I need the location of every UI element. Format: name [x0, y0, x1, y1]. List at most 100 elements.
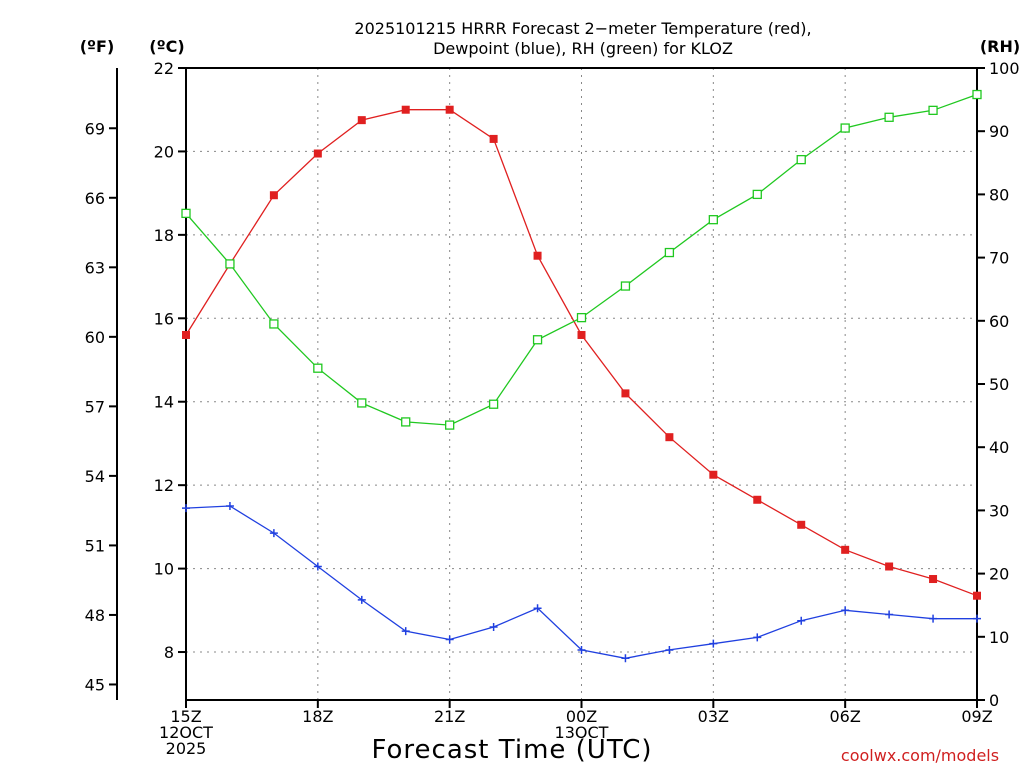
series-dewpoint-point-8	[533, 604, 542, 613]
series-dewpoint-point-2	[269, 529, 278, 538]
data-series	[181, 89, 982, 663]
series-rh-point-17	[928, 105, 938, 115]
series-rh-point-4	[357, 398, 367, 408]
x-axis-title: Forecast Time (UTC)	[371, 735, 652, 765]
x-tick-label-4-line-0: 03Z	[698, 707, 729, 726]
series-rh-point-16	[884, 112, 894, 122]
series-rh-point-3	[313, 363, 323, 373]
series-rh-point-14	[796, 154, 806, 165]
series-temperature-point-9	[577, 330, 586, 339]
rh-tick-label-80: 80	[989, 185, 1009, 204]
series-rh-point-0	[181, 208, 191, 219]
series-temperature-point-10	[621, 389, 630, 398]
celsius-tick-label-14: 14	[154, 393, 174, 412]
x-tick-label-2-line-0: 21Z	[434, 707, 465, 726]
x-tick-label-0-line-1: 12OCT	[159, 723, 213, 742]
celsius-tick-label-16: 16	[154, 309, 174, 328]
celsius-tick-label-20: 20	[154, 142, 174, 161]
celsius-unit-label: (ºC)	[149, 37, 184, 56]
grid-lines	[186, 68, 977, 700]
rh-tick-label-70: 70	[989, 249, 1009, 268]
series-rh-point-1	[225, 259, 235, 269]
series-temperature-point-7	[489, 134, 498, 143]
series-dewpoint-point-11	[665, 645, 674, 654]
series-dewpoint-point-0	[182, 504, 190, 513]
series-temperature-point-12	[709, 470, 718, 479]
series-rh-point-11	[664, 247, 675, 258]
series-dewpoint-point-5	[401, 627, 410, 636]
fahrenheit-tick-label-60: 60	[85, 328, 105, 347]
series-temperature-point-6	[445, 105, 454, 114]
x-tick-label-2: 21Z	[434, 707, 465, 726]
celsius-tick-label-12: 12	[154, 476, 174, 495]
series-dewpoint-point-1	[225, 502, 234, 511]
rh-tick-label-10: 10	[989, 628, 1009, 647]
fahrenheit-tick-label-63: 63	[85, 258, 105, 277]
series-rh-point-8	[532, 335, 543, 345]
x-tick-label-3-line-0: 00Z	[566, 707, 597, 726]
series-temperature-point-0	[182, 330, 190, 339]
x-tick-label-1-line-0: 18Z	[302, 707, 333, 726]
series-rh-point-9	[576, 312, 587, 323]
fahrenheit-tick-label-51: 51	[85, 536, 105, 555]
celsius-tick-label-10: 10	[154, 560, 174, 579]
fahrenheit-tick-label-48: 48	[85, 606, 105, 625]
series-dewpoint-point-3	[313, 562, 322, 571]
rh-tick-label-100: 100	[989, 59, 1020, 78]
series-rh-point-10	[620, 281, 631, 291]
series-rh-point-15	[840, 123, 850, 133]
x-tick-label-6-line-0: 09Z	[961, 707, 992, 726]
fahrenheit-tick-label-57: 57	[85, 397, 105, 416]
series-temperature-point-5	[401, 105, 410, 114]
series-rh-point-13	[752, 189, 762, 200]
x-tick-label-5: 06Z	[830, 707, 861, 726]
fahrenheit-tick-label-69: 69	[85, 119, 105, 138]
series-rh-point-5	[401, 417, 411, 427]
x-tick-label-3-line-1: 13OCT	[555, 723, 609, 742]
rh-tick-label-50: 50	[989, 375, 1009, 394]
series-dewpoint-point-7	[489, 622, 498, 631]
series-temperature-point-16	[885, 562, 894, 571]
series-dewpoint-point-18	[973, 614, 981, 623]
x-tick-label-0-line-0: 15Z	[170, 707, 201, 726]
celsius-tick-label-18: 18	[154, 226, 174, 245]
rh-tick-label-30: 30	[989, 501, 1009, 520]
x-tick-label-4: 03Z	[698, 707, 729, 726]
axes: 8 10 12 14 16 18 20 22 45 48 51 54 57 60 63 66 69 0 10 20 30…	[85, 59, 1020, 758]
x-tick-label-1: 18Z	[302, 707, 333, 726]
series-dewpoint-point-17	[929, 614, 938, 623]
series-dewpoint-point-14	[797, 616, 806, 625]
series-temperature-point-2	[269, 191, 278, 200]
series-temperature-point-13	[753, 495, 762, 504]
series-rh-point-6	[445, 420, 455, 430]
series-temperature-point-3	[313, 149, 322, 158]
series-dewpoint-point-15	[841, 606, 850, 615]
fahrenheit-tick-label-54: 54	[85, 467, 105, 486]
series-dewpoint-point-13	[753, 633, 762, 642]
celsius-tick-label-22: 22	[154, 59, 174, 78]
x-tick-label-3: 00Z 13OCT	[555, 707, 609, 742]
series-dewpoint-point-10	[621, 654, 630, 663]
series-rh-point-18	[972, 89, 982, 100]
series-temperature-point-8	[533, 251, 542, 260]
series-dewpoint-point-16	[885, 610, 894, 619]
rh-unit-label: (RH)	[980, 37, 1020, 56]
fahrenheit-tick-label-66: 66	[85, 189, 105, 208]
series-dewpoint-point-12	[709, 639, 718, 648]
fahrenheit-tick-label-45: 45	[85, 675, 105, 694]
rh-tick-label-40: 40	[989, 438, 1009, 457]
series-dewpoint-point-4	[357, 595, 366, 604]
rh-tick-label-20: 20	[989, 565, 1009, 584]
series-temperature-point-4	[357, 116, 366, 125]
series-dewpoint-point-9	[577, 645, 586, 654]
fahrenheit-unit-label: (ºF)	[80, 37, 115, 56]
x-tick-label-5-line-0: 06Z	[830, 707, 861, 726]
series-dewpoint-point-6	[445, 635, 454, 644]
series-temperature-point-11	[665, 433, 674, 442]
series-temperature-point-15	[841, 545, 850, 554]
chart-title-line-2: Dewpoint (blue), RH (green) for KLOZ	[433, 39, 733, 58]
x-tick-label-0: 15Z 12OCT 2025	[159, 707, 213, 758]
x-tick-label-0-line-2: 2025	[166, 739, 207, 758]
series-rh-point-12	[708, 215, 718, 225]
